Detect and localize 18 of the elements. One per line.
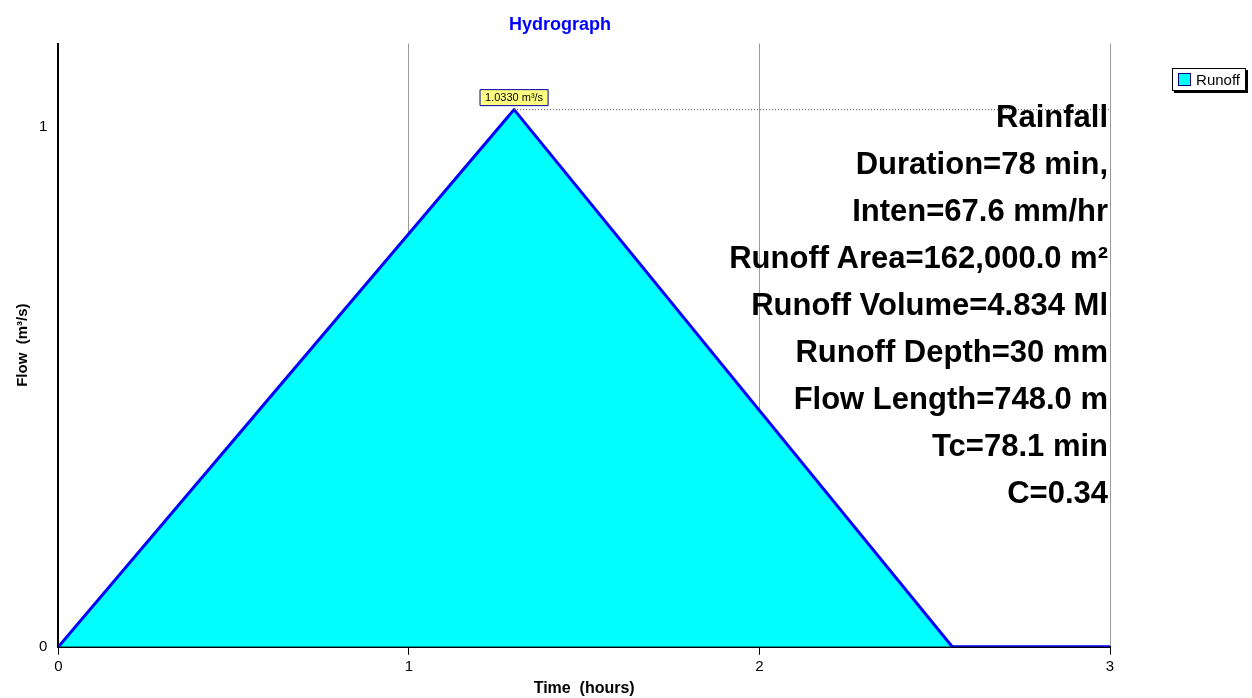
- x-axis-title: Time (hours): [533, 678, 635, 696]
- x-tick-label: 3: [1105, 656, 1115, 674]
- annotation: C=0.34: [1007, 475, 1109, 511]
- annotation: Duration=78 min,: [855, 146, 1108, 182]
- y-axis-title: Flow (m³/s): [13, 303, 31, 387]
- annotation: Flow Length=748.0 m: [793, 381, 1108, 417]
- legend-label: Runoff: [1196, 71, 1240, 88]
- annotation: Runoff Depth=30 mm: [795, 334, 1108, 370]
- annotation: Inten=67.6 mm/hr: [852, 193, 1108, 229]
- x-tick-label: 1: [404, 656, 414, 674]
- annotation: Runoff Area=162,000.0 m²: [729, 240, 1108, 276]
- annotation: Rainfall: [996, 99, 1108, 135]
- x-tick-label: 2: [755, 656, 764, 674]
- x-tick-label: 0: [54, 656, 63, 674]
- chart-title: Hydrograph: [508, 13, 612, 34]
- annotation: Tc=78.1 min: [931, 428, 1108, 464]
- annotation: Runoff Volume=4.834 Ml: [751, 287, 1108, 323]
- annotation: 1.0330 m³/s: [485, 90, 544, 103]
